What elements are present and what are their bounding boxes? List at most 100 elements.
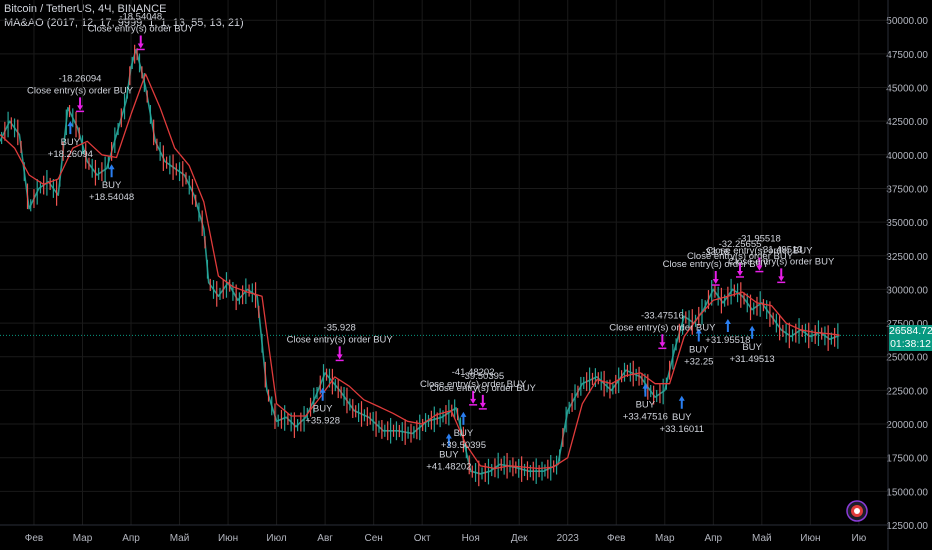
close-label: -31.95518 <box>738 234 781 245</box>
buy-arrow-icon <box>108 164 115 178</box>
y-tick-label: 22500.00 <box>886 386 928 397</box>
close-label: Close entry(s) order BUY <box>88 23 195 34</box>
buy-label: BUY <box>742 342 762 353</box>
buy-signal: BUY+35.928 <box>305 387 340 427</box>
x-tick-label: Фев <box>607 533 625 544</box>
buy-signal: +31.95518 <box>705 319 750 346</box>
last-price-value: 26584.72 <box>889 325 932 338</box>
buy-label: BUY <box>454 428 474 439</box>
y-tick-label: 30000.00 <box>886 285 928 296</box>
buy-label: BUY <box>439 449 459 460</box>
buy-label: +31.95518 <box>705 335 750 346</box>
x-tick-label: Мар <box>655 533 675 544</box>
buy-signal: BUY+18.54048 <box>89 164 134 203</box>
buy-arrow-icon <box>749 325 756 339</box>
close-arrow-icon <box>659 334 666 348</box>
x-tick-label: Фев <box>25 533 43 544</box>
close-arrow-icon <box>470 390 477 404</box>
bar-countdown: 01:38:12 <box>890 338 931 351</box>
x-tick-label: Апр <box>122 533 140 544</box>
buy-arrow-icon <box>678 395 685 409</box>
buy-label: BUY <box>313 404 333 415</box>
symbol-title[interactable]: Bitcoin / TetherUS, 4Ч, BINANCE <box>4 3 167 15</box>
buy-arrow-icon <box>724 319 731 333</box>
grid <box>0 0 888 526</box>
buy-arrow-icon <box>319 387 326 401</box>
y-tick-label: 15000.00 <box>886 487 928 498</box>
buy-signal: BUY+18.26094 <box>48 121 93 160</box>
y-tick-label: 20000.00 <box>886 420 928 431</box>
x-tick-label: Апр <box>704 533 722 544</box>
close-label: Close entry(s) order BUY <box>663 259 770 270</box>
close-arrow-icon <box>479 394 486 408</box>
tradingview-logo-icon[interactable] <box>846 500 868 522</box>
close-arrow-icon <box>737 262 743 276</box>
close-label: -33.47516 <box>641 310 684 321</box>
buy-signal: BUY+33.47516 <box>623 383 668 423</box>
buy-label: +35.928 <box>305 416 340 427</box>
buy-arrow-icon <box>460 411 467 425</box>
x-tick-label: Июн <box>218 533 238 544</box>
x-tick-label: Сен <box>364 533 382 544</box>
buy-signal: BUY+32.25 <box>684 328 713 367</box>
y-tick-label: 47500.00 <box>886 50 928 61</box>
buy-signal: BUY+33.16011 <box>660 395 704 435</box>
y-tick-label: 35000.00 <box>886 218 928 229</box>
buy-label: BUY <box>689 344 709 355</box>
close-arrow-icon <box>137 35 144 49</box>
y-tick-label: 42500.00 <box>886 117 928 128</box>
y-tick-label: 45000.00 <box>886 84 928 95</box>
buy-label: BUY <box>102 180 122 191</box>
buy-label: BUY <box>636 400 656 411</box>
x-tick-label: Июн <box>800 533 820 544</box>
buy-label: +18.54048 <box>89 192 134 203</box>
close-label: Close entry(s) order BUY <box>687 251 794 262</box>
close-label: Close entry(s) order BUY <box>27 85 134 96</box>
buy-label: +32.25 <box>684 356 713 367</box>
buy-signal: BUY+39.50395 <box>441 411 486 451</box>
buy-label: +18.26094 <box>48 149 93 160</box>
x-tick-label: Ноя <box>462 533 480 544</box>
close-label: -35.928 <box>324 322 356 333</box>
last-price-badge: 26584.72 01:38:12 <box>889 325 932 352</box>
buy-label: +31.49513 <box>730 354 775 365</box>
buy-label: +41.48202 <box>426 461 471 472</box>
close-arrow-icon <box>778 268 785 282</box>
close-label: Close entry(s) order BUY <box>287 334 394 345</box>
buy-signal: BUY+31.49513 <box>730 325 775 365</box>
close-arrow-icon <box>756 257 763 271</box>
close-arrow-icon <box>712 271 719 285</box>
buy-label: +33.47516 <box>623 412 668 423</box>
close-label: -31.49513 <box>760 244 803 255</box>
close-label: Close entry(s) order BUY <box>728 256 835 267</box>
x-tick-label: Май <box>752 533 772 544</box>
close-arrow-icon <box>336 346 343 360</box>
x-tick-label: 2023 <box>557 533 580 544</box>
y-tick-label: 37500.00 <box>886 184 928 195</box>
buy-label: BUY <box>672 412 692 423</box>
buy-label: BUY <box>61 137 81 148</box>
close-label: -41.48202 <box>452 367 495 378</box>
buy-label: +39.50395 <box>441 440 486 451</box>
close-label: -33.16 <box>702 247 729 258</box>
x-tick-label: Дек <box>511 533 528 544</box>
close-label: Close entry(s) order BUY <box>706 246 813 257</box>
buy-arrow-icon <box>695 328 702 342</box>
close-arrow-icon <box>77 97 84 111</box>
ma-series <box>0 73 840 470</box>
close-label: Close entry(s) order BUY <box>430 383 537 394</box>
x-tick-label: Мар <box>73 533 93 544</box>
buy-arrow-icon <box>642 383 649 397</box>
close-label: -18.26094 <box>59 73 102 84</box>
close-label: Close entry(s) order BUY <box>609 322 716 333</box>
